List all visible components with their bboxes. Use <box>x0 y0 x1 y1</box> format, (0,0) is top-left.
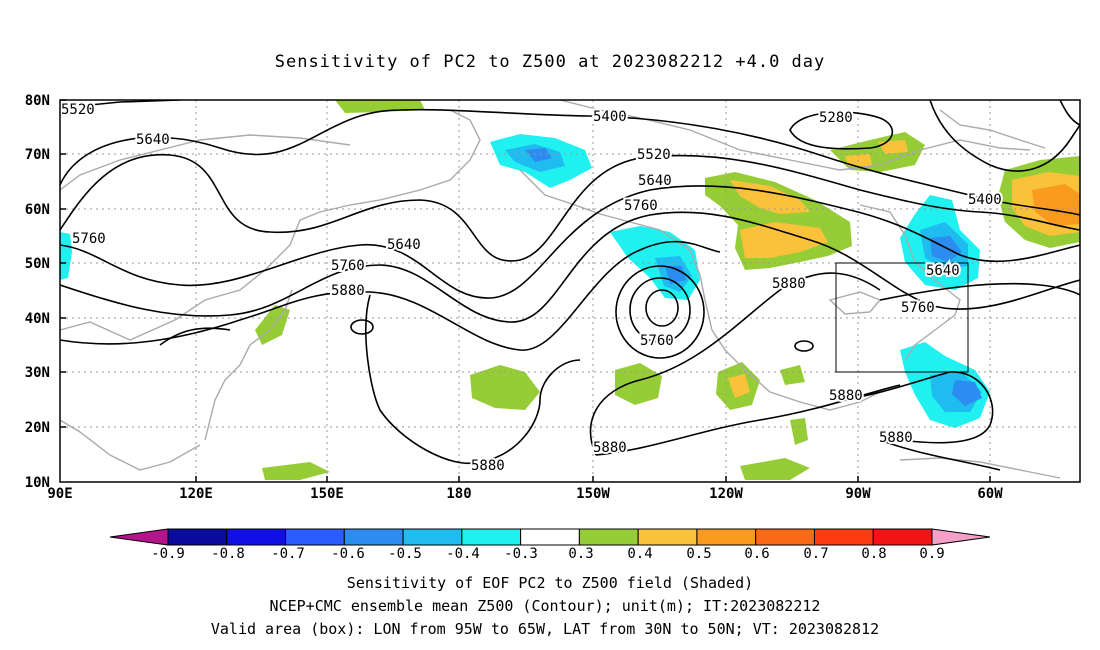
shade-orange-east <box>1032 184 1080 226</box>
contour-label: 5880 <box>829 388 863 404</box>
map-area: 5520 5640 5400 5280 5520 5640 5760 5400 … <box>60 100 1080 482</box>
contour-label: 5640 <box>926 263 960 279</box>
shade-yellow-115w-b <box>740 222 828 258</box>
colorbar-label: 0.8 <box>861 546 886 562</box>
colorbar-cell <box>696 528 757 546</box>
colorbar-label: -0.5 <box>388 546 422 562</box>
colorbar-cell <box>343 528 404 546</box>
shade-green-160w <box>470 365 540 410</box>
lat-label: 50N <box>25 256 50 272</box>
valid-area-box <box>835 262 969 373</box>
caption-line-2: NCEP+CMC ensemble mean Z500 (Contour); u… <box>270 597 821 615</box>
lat-label: 10N <box>25 475 50 491</box>
colorbar-cell <box>755 528 815 546</box>
colorbar-labels: -0.9 -0.8 -0.7 -0.6 -0.5 -0.4 -0.3 0.3 0… <box>151 546 945 562</box>
contour-label: 5520 <box>637 147 671 163</box>
colorbar-label: -0.7 <box>271 546 305 562</box>
colorbar-label: 0.7 <box>803 546 828 562</box>
contour-label: 5640 <box>638 173 672 189</box>
lon-label: 150E <box>310 486 344 502</box>
contour-label: 5400 <box>968 192 1002 208</box>
colorbar-label: 0.4 <box>627 546 652 562</box>
colorbar-left-arrow <box>109 528 169 546</box>
shade-green-south-2 <box>740 458 810 480</box>
contour-label: 5640 <box>387 237 421 253</box>
contour-label: 5400 <box>593 109 627 125</box>
colorbar-cell <box>872 528 933 546</box>
shade-yellow-115w-south <box>728 374 750 398</box>
colorbar: -0.9 -0.8 -0.7 -0.6 -0.5 -0.4 -0.3 0.3 0… <box>109 528 991 562</box>
coastlines <box>60 100 1061 479</box>
map-frame <box>59 99 1081 483</box>
lon-label: 60W <box>977 486 1003 502</box>
colorbar-label: -0.4 <box>446 546 480 562</box>
lon-label: 180 <box>446 486 471 502</box>
shade-green-140w-south <box>615 363 662 405</box>
colorbar-cells <box>167 528 933 546</box>
contour-labels: 5520 5640 5400 5280 5520 5640 5760 5400 … <box>60 100 1004 476</box>
lon-label: 90W <box>845 486 871 502</box>
contour-label: 5520 <box>61 102 95 118</box>
shade-green-south-4 <box>780 365 805 385</box>
lat-label: 20N <box>25 420 50 436</box>
caption-line-1: Sensitivity of EOF PC2 to Z500 field (Sh… <box>347 574 753 592</box>
colorbar-right-arrow <box>931 528 991 546</box>
colorbar-label: -0.6 <box>331 546 365 562</box>
shade-green-south-1 <box>262 462 330 480</box>
lat-labels: 80N 70N 60N 50N 40N 30N 20N 10N <box>25 93 50 491</box>
lat-label: 60N <box>25 202 50 218</box>
contour-label: 5760 <box>72 231 106 247</box>
shade-blue-175w <box>525 148 552 162</box>
lon-label: 120W <box>709 486 743 502</box>
contour-label: 5880 <box>471 458 505 474</box>
colorbar-cell <box>226 528 287 546</box>
lat-label: 30N <box>25 365 50 381</box>
lon-label: 90E <box>47 486 72 502</box>
contour-label: 5280 <box>819 110 853 126</box>
contour-label: 5760 <box>331 258 365 274</box>
shade-green-south-3 <box>790 418 808 445</box>
colorbar-label: -0.9 <box>151 546 185 562</box>
caption-line-3: Valid area (box): LON from 95W to 65W, L… <box>211 620 879 638</box>
contour-label: 5880 <box>331 283 365 299</box>
colorbar-cell <box>637 528 698 546</box>
contour-label: 5880 <box>772 276 806 292</box>
lon-label: 120E <box>179 486 213 502</box>
colorbar-label: -0.3 <box>504 546 538 562</box>
lat-label: 80N <box>25 93 50 109</box>
contour-label: 5880 <box>593 440 627 456</box>
lon-label: 150W <box>576 486 610 502</box>
lat-label: 40N <box>25 311 50 327</box>
contour-label: 5760 <box>901 300 935 316</box>
shade-blue-70w <box>930 236 962 262</box>
colorbar-cell <box>461 528 522 546</box>
z500-contours <box>60 100 1080 471</box>
colorbar-cell <box>520 528 580 546</box>
colorbar-label: 0.9 <box>919 546 944 562</box>
contour-label: 5880 <box>879 430 913 446</box>
map-title: Sensitivity of PC2 to Z500 at 2023082212… <box>275 52 826 72</box>
lat-label: 70N <box>25 147 50 163</box>
colorbar-cell <box>578 528 639 546</box>
shade-blue-70w-south <box>952 380 982 406</box>
colorbar-label: 0.6 <box>744 546 769 562</box>
shade-cyan-west <box>60 232 72 280</box>
colorbar-cell <box>813 528 874 546</box>
captions: Sensitivity of EOF PC2 to Z500 field (Sh… <box>211 574 879 638</box>
shade-yellow-115w-a <box>730 180 810 214</box>
colorbar-label: 0.3 <box>568 546 593 562</box>
contour-label: 5640 <box>136 132 170 148</box>
contour-label: 5760 <box>624 198 658 214</box>
colorbar-cell <box>402 528 463 546</box>
colorbar-label: 0.5 <box>686 546 711 562</box>
lon-labels: 90E 120E 150E 180 150W 120W 90W 60W <box>47 486 1003 502</box>
colorbar-cell <box>167 528 228 546</box>
colorbar-label: -0.8 <box>211 546 245 562</box>
contour-label: 5760 <box>640 333 674 349</box>
tick-marks <box>60 99 991 482</box>
colorbar-cell <box>285 528 345 546</box>
